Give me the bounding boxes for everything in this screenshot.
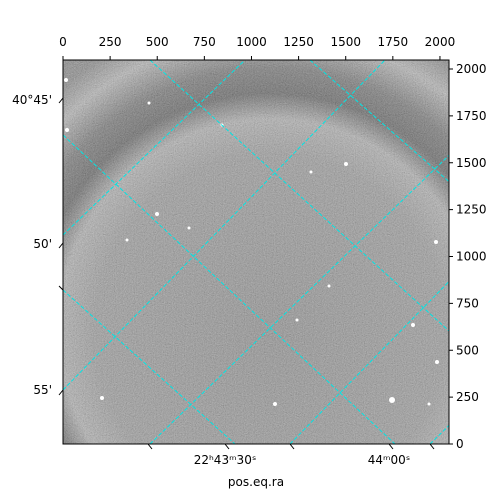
x-tick-label: 750 bbox=[193, 35, 216, 49]
y-tick-label: 2000 bbox=[456, 62, 487, 76]
x-tick-label: 250 bbox=[99, 35, 122, 49]
y-tick-label: 750 bbox=[456, 296, 479, 310]
dec-tick-label: 40°45' bbox=[12, 93, 52, 107]
coordinate-grid-line bbox=[63, 60, 386, 391]
x-tick-label: 1750 bbox=[378, 35, 409, 49]
coordinate-grid-line bbox=[429, 424, 449, 444]
ra-tick-label: 44ᵐ00ˢ bbox=[368, 453, 411, 467]
y-tick-label: 1500 bbox=[456, 156, 487, 170]
x-tick-label: 1500 bbox=[330, 35, 361, 49]
x-tick-label: 2000 bbox=[425, 35, 456, 49]
coordinate-grid-line bbox=[63, 60, 246, 236]
image bbox=[63, 60, 449, 444]
x-tick-label: 1250 bbox=[283, 35, 314, 49]
coordinate-grid-line bbox=[63, 134, 396, 444]
y-tick-label: 1000 bbox=[456, 250, 487, 264]
coordinate-grid-line bbox=[63, 289, 236, 444]
x-tick-label: 0 bbox=[59, 35, 67, 49]
y-tick-label: 250 bbox=[456, 390, 479, 404]
x-tick-label: 1000 bbox=[236, 35, 267, 49]
y-tick-label: 1250 bbox=[456, 203, 487, 217]
x-tick-label: 500 bbox=[146, 35, 169, 49]
y-tick-label: 1750 bbox=[456, 109, 487, 123]
y-tick-label: 500 bbox=[456, 343, 479, 357]
coordinate-grid-line bbox=[289, 280, 449, 444]
y-tick-label: 0 bbox=[456, 437, 464, 451]
coordinate-grid-line bbox=[309, 60, 449, 183]
ra-tick-label: 22ʰ43ᵐ30ˢ bbox=[194, 453, 257, 467]
x-label: pos.eq.ra bbox=[228, 475, 284, 489]
wcs-ticks bbox=[58, 97, 435, 450]
dec-tick-label: 50' bbox=[33, 237, 52, 251]
dec-tick-label: 55' bbox=[33, 383, 52, 397]
coordinate-grid-line bbox=[149, 154, 449, 444]
frame bbox=[62, 59, 450, 445]
